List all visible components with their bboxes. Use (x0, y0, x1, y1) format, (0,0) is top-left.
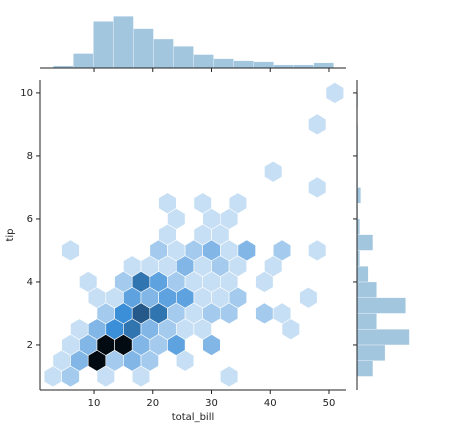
hexbin-cell (299, 286, 318, 309)
histogram-bar (153, 38, 174, 69)
x-tick-label: 20 (146, 398, 159, 409)
hexbin-cell (61, 365, 80, 388)
hexbin-cell (255, 271, 274, 293)
histogram-bar (233, 60, 254, 69)
hexbin-cell (264, 160, 283, 183)
hexbin-cell (308, 176, 327, 199)
hexbin-cell (96, 365, 115, 388)
hexbin-cell (308, 113, 327, 136)
y-tick-label: 10 (20, 88, 33, 99)
hexbin-cell (255, 302, 274, 325)
histogram-bar (356, 313, 377, 330)
hexbin-cell (131, 365, 151, 388)
histogram-bar (356, 297, 406, 314)
histogram-bar (356, 234, 374, 251)
hexbin-cell (176, 349, 195, 372)
x-axis-label: total_bill (172, 412, 215, 423)
histogram-bar (193, 54, 214, 69)
x-tick-label: 30 (205, 398, 218, 409)
hexbin-cell (61, 239, 80, 262)
histogram-bar (356, 266, 369, 283)
hexbin-cell (202, 334, 221, 356)
histogram-bar (73, 53, 94, 69)
y-axis-label: tip (5, 228, 16, 241)
hexbin-cell (220, 302, 239, 325)
histogram-bar (356, 360, 374, 377)
histogram-bar (313, 62, 334, 69)
x-tick-label: 50 (323, 398, 336, 409)
x-tick-label: 10 (88, 398, 101, 409)
histogram-bar (356, 187, 361, 204)
y-tick-label: 4 (27, 277, 33, 288)
y-tick-label: 8 (27, 151, 33, 162)
histogram-bar (356, 281, 377, 298)
histogram-bar (356, 329, 410, 346)
histogram-bar (133, 28, 154, 69)
hexbin-cell (308, 239, 327, 262)
histogram-bar (213, 58, 234, 69)
histogram-bar (113, 16, 134, 69)
histogram-bar (173, 46, 194, 69)
hexbin-cell (325, 82, 345, 104)
hexbin-cell (281, 318, 300, 341)
y-tick-label: 2 (27, 340, 33, 351)
histogram-bar (356, 344, 386, 361)
hexbin-cell (220, 365, 239, 388)
histogram-bar (93, 21, 114, 69)
histogram-bar (253, 61, 274, 69)
x-tick-label: 40 (264, 398, 277, 409)
y-tick-label: 6 (27, 214, 33, 225)
